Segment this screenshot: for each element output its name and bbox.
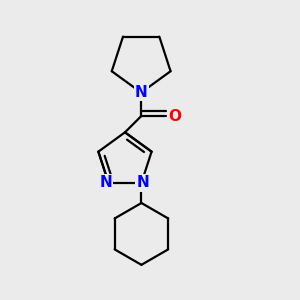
Text: N: N (136, 176, 149, 190)
Text: O: O (168, 109, 181, 124)
Text: N: N (135, 85, 148, 100)
Text: N: N (99, 176, 112, 190)
